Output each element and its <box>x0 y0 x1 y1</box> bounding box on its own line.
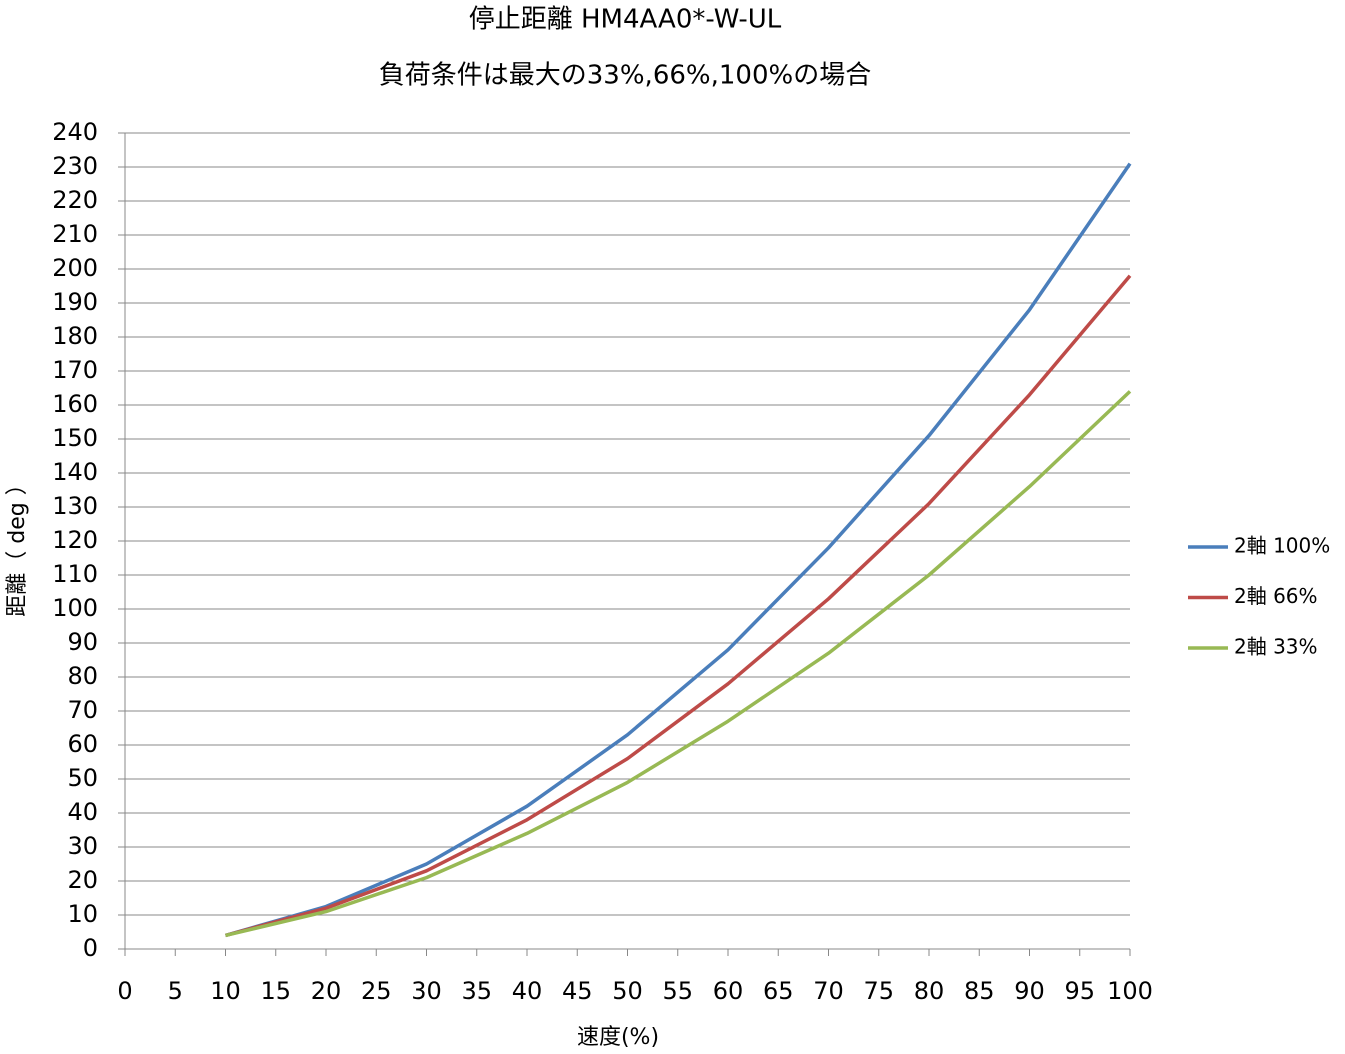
y-tick-label: 240 <box>52 118 98 146</box>
data-line <box>225 390 1132 938</box>
x-tick-label: 45 <box>562 977 593 1005</box>
x-tick-label: 50 <box>612 977 643 1005</box>
y-tick-label: 190 <box>52 288 98 316</box>
x-tick-label: 20 <box>311 977 342 1005</box>
x-tick-label: 30 <box>411 977 442 1005</box>
legend-label: 2軸 33% <box>1234 635 1318 659</box>
y-axis-label: 距離（ deg ） <box>5 473 30 616</box>
y-tick-label: 50 <box>67 764 98 792</box>
x-tick-label: 95 <box>1064 977 1095 1005</box>
x-tick-label: 75 <box>863 977 894 1005</box>
x-tick-label: 90 <box>1014 977 1045 1005</box>
chart-subtitle: 負荷条件は最大の33%,66%,100%の場合 <box>379 61 871 91</box>
x-tick-label: 40 <box>512 977 543 1005</box>
legend-label: 2軸 100% <box>1234 534 1330 558</box>
y-tick-label: 80 <box>67 662 98 690</box>
y-tick-label: 100 <box>52 594 98 622</box>
x-tick-label: 15 <box>260 977 291 1005</box>
legend-label: 2軸 66% <box>1234 584 1318 608</box>
y-tick-label: 120 <box>52 526 98 554</box>
x-tick-label: 10 <box>210 977 241 1005</box>
data-line <box>225 162 1132 938</box>
x-tick-label: 35 <box>461 977 492 1005</box>
y-tick-label: 30 <box>67 832 98 860</box>
x-tick-label: 60 <box>713 977 744 1005</box>
x-tick-label: 85 <box>964 977 995 1005</box>
x-tick-label: 25 <box>361 977 392 1005</box>
x-tick-label: 55 <box>662 977 693 1005</box>
x-tick-label: 80 <box>914 977 945 1005</box>
y-tick-label: 160 <box>52 390 98 418</box>
y-tick-label: 180 <box>52 322 98 350</box>
x-tick-label: 65 <box>763 977 794 1005</box>
y-tick-label: 110 <box>52 560 98 588</box>
chart-title: 停止距離 HM4AA0*-W-UL <box>469 5 782 35</box>
data-line <box>225 274 1132 938</box>
y-tick-label: 70 <box>67 696 98 724</box>
y-tick-label: 0 <box>83 934 98 962</box>
y-tick-label: 10 <box>67 900 98 928</box>
y-tick-label: 150 <box>52 424 98 452</box>
y-tick-label: 60 <box>67 730 98 758</box>
y-tick-label: 20 <box>67 866 98 894</box>
x-tick-label: 70 <box>813 977 844 1005</box>
y-tick-label: 140 <box>52 458 98 486</box>
y-tick-label: 130 <box>52 492 98 520</box>
y-tick-label: 210 <box>52 220 98 248</box>
x-tick-label: 5 <box>168 977 183 1005</box>
y-tick-label: 230 <box>52 152 98 180</box>
x-tick-label: 0 <box>117 977 132 1005</box>
x-axis-label: 速度(%) <box>577 1025 659 1050</box>
y-tick-label: 220 <box>52 186 98 214</box>
y-tick-label: 200 <box>52 254 98 282</box>
y-tick-label: 90 <box>67 628 98 656</box>
y-tick-label: 40 <box>67 798 98 826</box>
x-tick-label: 100 <box>1107 977 1153 1005</box>
y-tick-label: 170 <box>52 356 98 384</box>
